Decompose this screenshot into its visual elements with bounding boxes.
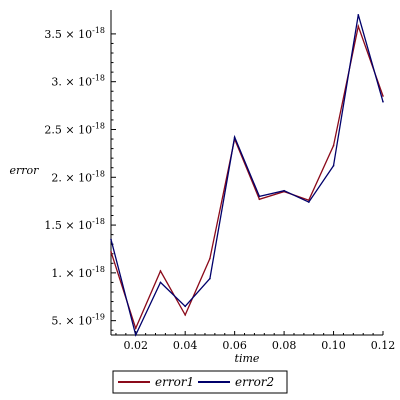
x-tick-label: 0.02 bbox=[123, 339, 148, 352]
y-tick-label: 5. × 10-19 bbox=[51, 313, 105, 328]
x-tick-label: 0.12 bbox=[371, 339, 396, 352]
y-tick-label: 2. × 10-18 bbox=[51, 169, 105, 184]
y-tick-label: 3.5 × 10-18 bbox=[44, 26, 105, 41]
series-line-error2 bbox=[110, 14, 384, 337]
data-point-error2 bbox=[209, 277, 211, 280]
data-point-error1 bbox=[332, 144, 335, 147]
data-point-error2 bbox=[283, 189, 285, 192]
y-tick-label: 2.5 × 10-18 bbox=[44, 121, 105, 136]
y-tick-label: 3. × 10-18 bbox=[51, 74, 105, 89]
x-tick-label: 0.06 bbox=[222, 339, 247, 352]
x-axis-title: time bbox=[235, 352, 260, 365]
x-tick-label: 0.10 bbox=[321, 339, 346, 352]
data-point-error2 bbox=[184, 305, 186, 308]
series-line-error1 bbox=[110, 23, 384, 331]
x-tick-label: 0.04 bbox=[173, 339, 198, 352]
data-point-error1 bbox=[258, 198, 261, 201]
data-point-error1 bbox=[110, 251, 112, 253]
data-point-error2 bbox=[258, 195, 261, 198]
axes: 0.02 0.04 0.06 0.08 0.10 0.12 5. × 10-19 1. × 1… bbox=[44, 10, 395, 352]
series-layer bbox=[110, 13, 384, 337]
data-point-error1 bbox=[209, 257, 211, 260]
x-tick-label: 0.08 bbox=[272, 339, 297, 352]
data-point-error1 bbox=[134, 327, 137, 330]
data-point-error1 bbox=[357, 25, 360, 28]
data-point-error2 bbox=[134, 334, 137, 336]
data-point-error2 bbox=[233, 136, 236, 138]
legend: error1 error2 bbox=[112, 370, 288, 394]
data-point-error2 bbox=[332, 165, 335, 167]
legend-label-error1: error1 bbox=[155, 375, 194, 389]
data-point-error2 bbox=[357, 13, 360, 16]
y-tick-label: 1. × 10-18 bbox=[51, 265, 105, 280]
data-point-error2 bbox=[159, 281, 162, 284]
data-point-error2 bbox=[382, 100, 384, 103]
data-point-error1 bbox=[184, 314, 186, 316]
y-axis-title: error bbox=[10, 164, 40, 177]
y-tick-label: 1.5 × 10-18 bbox=[44, 217, 105, 232]
data-point-error1 bbox=[382, 95, 384, 97]
data-point-error2 bbox=[308, 201, 310, 203]
data-point-error2 bbox=[110, 238, 112, 241]
data-point-error1 bbox=[159, 270, 162, 272]
legend-label-error2: error2 bbox=[235, 375, 274, 389]
